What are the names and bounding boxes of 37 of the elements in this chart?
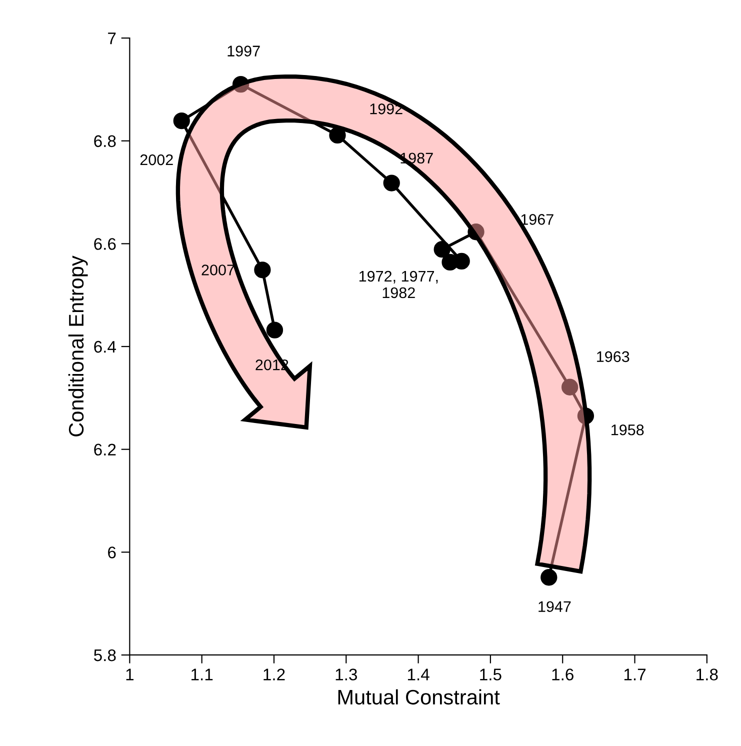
- x-tick-label: 1.6: [552, 668, 574, 680]
- x-tick-label: 1.4: [408, 668, 430, 680]
- annotation: 1997: [228, 46, 260, 56]
- point: [468, 224, 484, 240]
- y-tick-label: 6.8: [94, 135, 116, 148]
- x-tick-label: 1.3: [336, 668, 357, 680]
- x-tick-label: 1.8: [696, 668, 718, 680]
- y-tick-label: 5.8: [94, 649, 116, 662]
- y-tick-label: 6: [108, 546, 116, 558]
- x-tick-label: 1: [126, 668, 134, 680]
- annotation: 1963: [597, 351, 630, 362]
- point: [561, 378, 578, 396]
- point: [540, 569, 558, 586]
- point: [173, 112, 190, 130]
- point: [577, 408, 594, 424]
- x-tick-label: 1.7: [624, 668, 646, 680]
- point: [434, 241, 450, 258]
- y-tick-label: 6.6: [94, 238, 116, 250]
- point: [383, 174, 400, 192]
- annotation: 1972, 1977, 1982: [359, 270, 438, 298]
- point: [329, 126, 346, 144]
- annotation: 2007: [202, 264, 234, 276]
- x-tick-label: 1.2: [264, 668, 285, 680]
- y-tick-label: 6.4: [94, 340, 116, 353]
- x-tick-label: 1.5: [480, 668, 502, 680]
- y-tick-label: 6.2: [94, 444, 116, 456]
- x-axis-title: Mutual Constraint: [338, 689, 500, 705]
- annotation: 2002: [140, 154, 173, 166]
- y-tick-label: 7: [108, 32, 116, 44]
- y-axis-title: Conditional Entropy: [68, 256, 88, 436]
- x-tick-label: 1.1: [192, 668, 213, 680]
- point: [266, 322, 284, 338]
- annotation: 1967: [521, 214, 554, 225]
- point: [254, 262, 271, 278]
- annotation: 1947: [538, 601, 571, 612]
- point: [232, 76, 250, 93]
- annotation: 1958: [612, 424, 644, 436]
